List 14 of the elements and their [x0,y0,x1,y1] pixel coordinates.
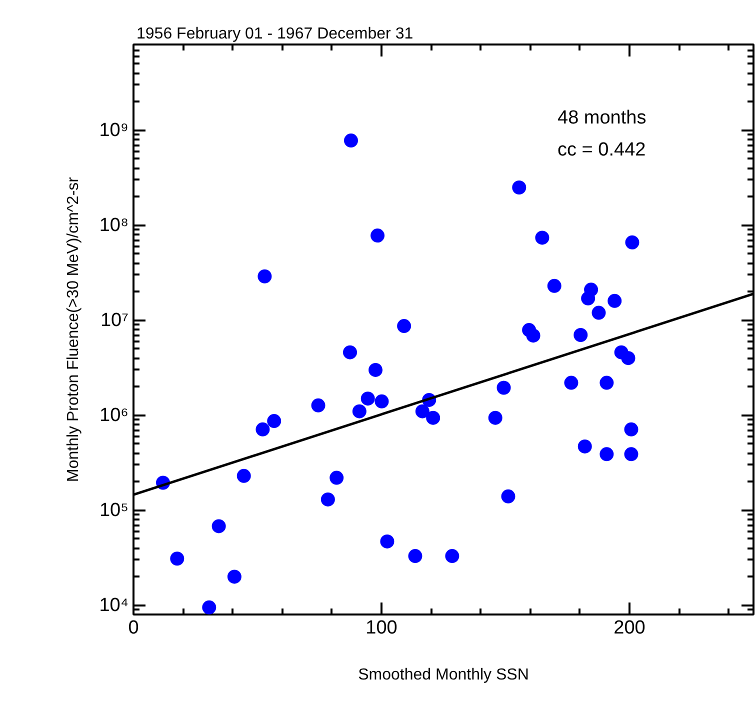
y-tick-label: 10⁵ [99,500,129,521]
x-tick-label: 100 [366,618,398,638]
y-tick-label: 10⁸ [99,214,129,236]
annotation: cc = 0.442 [558,140,646,160]
y-tick-label: 10⁴ [99,594,129,616]
y-tick-label: 10⁹ [99,120,129,141]
y-tick-label: 10⁷ [100,310,129,331]
y-axis-title: Monthly Proton Fluence(>30 MeV)/cm^2-sr [65,176,82,482]
chart-title: 1956 February 01 - 1967 December 31 [136,26,414,42]
y-tick-label: 10⁶ [100,404,129,426]
x-axis-title: Smoothed Monthly SSN [358,666,529,684]
annotation: 48 months [558,108,646,128]
x-tick-label: 0 [128,618,139,638]
x-tick-label: 200 [614,618,646,638]
